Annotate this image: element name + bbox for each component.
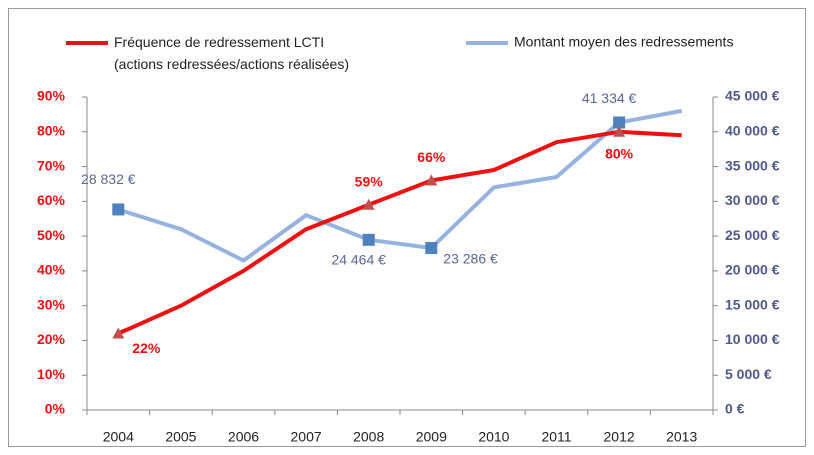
y-tick-label: 90%	[37, 88, 66, 104]
legend-line: (actions redressées/actions réalisées)	[114, 56, 349, 72]
x-tick-label: 2007	[291, 429, 322, 445]
data-label: 24 464 €	[331, 252, 386, 268]
x-tick-label: 2012	[604, 429, 635, 445]
y-tick-label: 50%	[37, 227, 66, 243]
x-tick-label: 2009	[416, 429, 447, 445]
x-tick-label: 2010	[478, 429, 509, 445]
marker	[112, 327, 125, 339]
x-tick-label: 2004	[103, 429, 134, 445]
data-label: 41 334 €	[582, 90, 637, 106]
data-label: 80%	[605, 145, 634, 161]
marker	[362, 198, 375, 210]
y2-tick-label: 0 €	[725, 401, 745, 417]
y2-tick-label: 15 000 €	[725, 296, 780, 312]
y2-tick-label: 5 000 €	[725, 366, 772, 382]
y2-tick-label: 25 000 €	[725, 227, 780, 243]
data-label: 59%	[355, 174, 384, 190]
legend-label: Fréquence de redressement LCTI (actions r…	[114, 34, 349, 72]
y2-tick-label: 10 000 €	[725, 331, 780, 347]
y2-tick-label: 35 000 €	[725, 157, 780, 173]
x-tick-label: 2005	[165, 429, 196, 445]
marker	[425, 174, 438, 186]
y-tick-label: 70%	[37, 157, 66, 173]
amount-line	[117, 108, 683, 263]
x-tick-label: 2006	[228, 429, 259, 445]
y-tick-label: 10%	[37, 366, 66, 382]
y2-tick-label: 30 000 €	[725, 192, 780, 208]
y-tick-label: 60%	[37, 192, 66, 208]
y-tick-label: 80%	[37, 122, 66, 138]
data-label: 23 286 €	[443, 251, 498, 267]
marker	[425, 242, 438, 255]
marker	[362, 233, 375, 246]
x-tick-label: 2011	[541, 429, 571, 445]
x-tick-label: 2013	[666, 429, 697, 445]
y2-tick-label: 45 000 €	[725, 88, 780, 104]
frequency-line	[117, 129, 682, 336]
marker	[112, 203, 125, 216]
y-tick-label: 0%	[45, 401, 66, 417]
y-tick-label: 20%	[37, 331, 66, 347]
data-label: 28 832 €	[81, 171, 136, 187]
marker	[613, 125, 626, 137]
marker	[613, 116, 626, 129]
y-tick-label: 40%	[37, 262, 66, 278]
chart-frame	[8, 8, 806, 447]
y2-tick-label: 20 000 €	[725, 262, 780, 278]
x-tick-label: 2008	[353, 429, 384, 445]
y2-tick-label: 40 000 €	[725, 122, 780, 138]
legend-line: Fréquence de redressement LCTI	[114, 34, 324, 50]
y-tick-label: 30%	[37, 296, 66, 312]
data-label: 66%	[417, 149, 446, 165]
legend-label: Montant moyen des redressements	[514, 34, 733, 50]
data-label: 22%	[132, 340, 161, 356]
